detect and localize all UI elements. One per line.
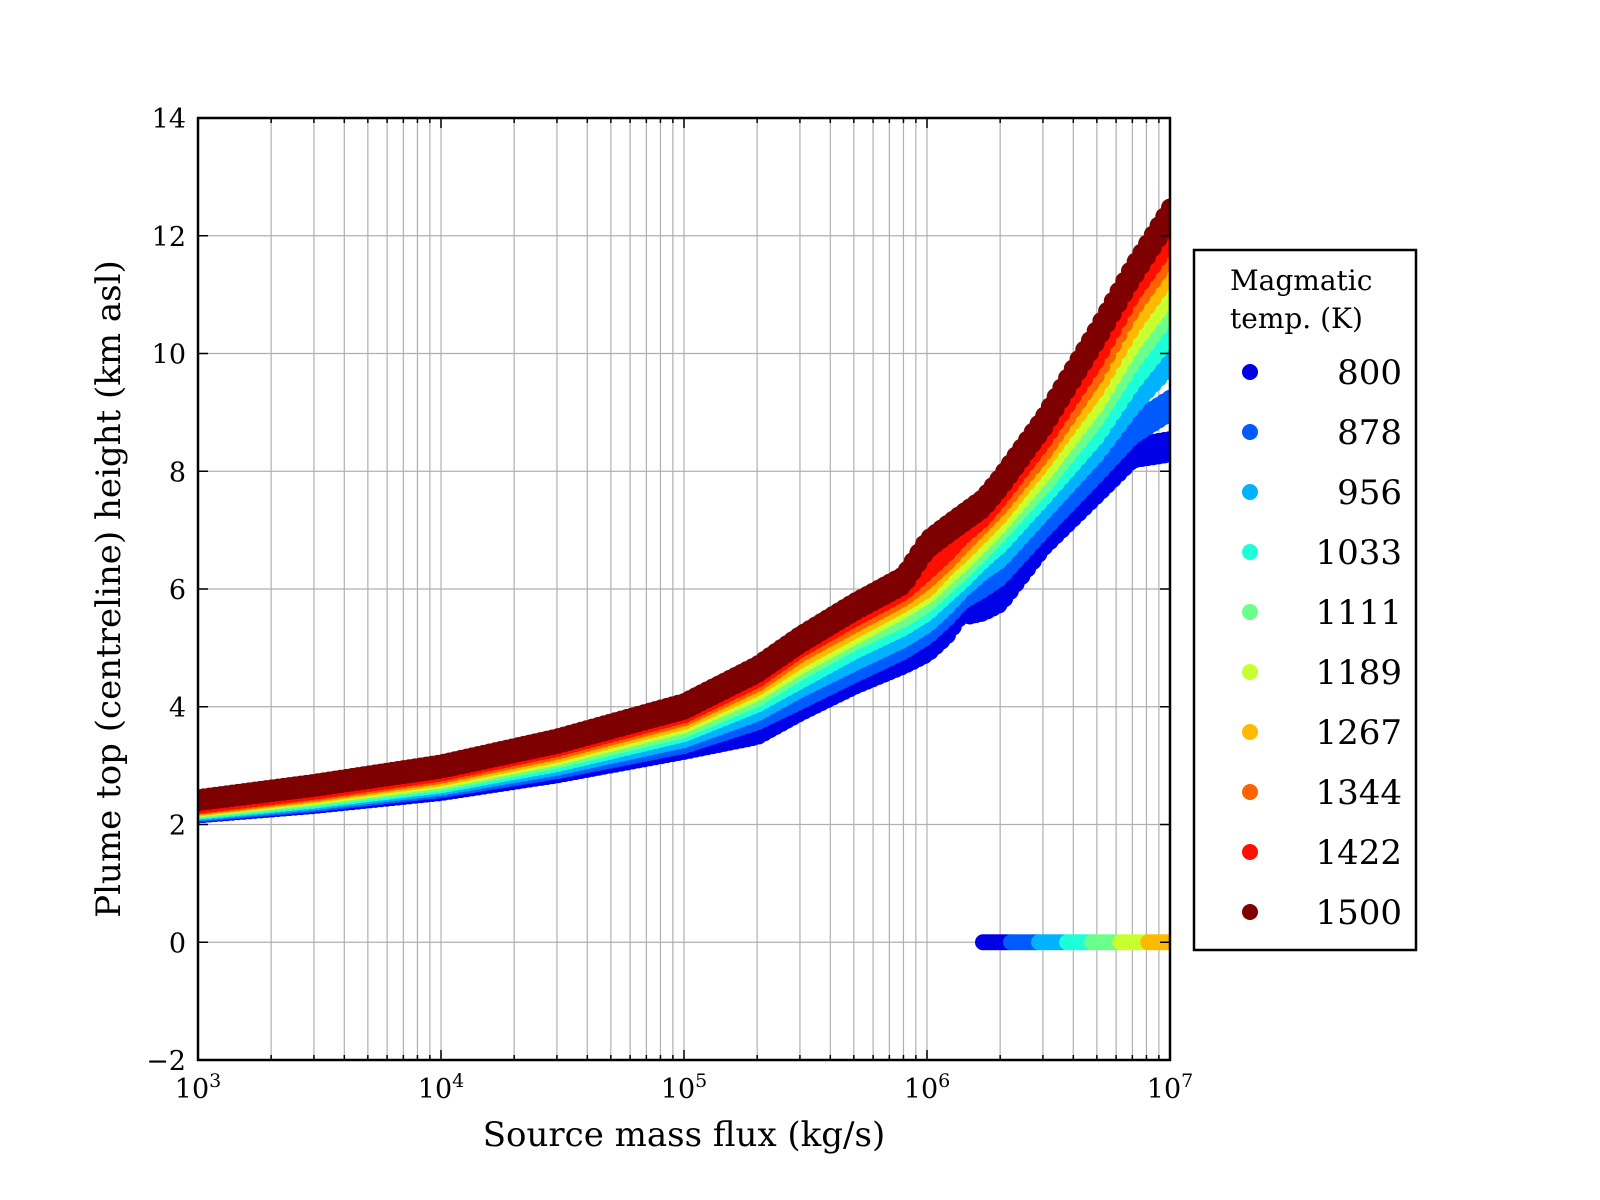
plot-markers bbox=[198, 198, 1170, 951]
data-point bbox=[1161, 389, 1170, 408]
data-point bbox=[1161, 431, 1170, 450]
grid bbox=[197, 117, 1170, 1061]
